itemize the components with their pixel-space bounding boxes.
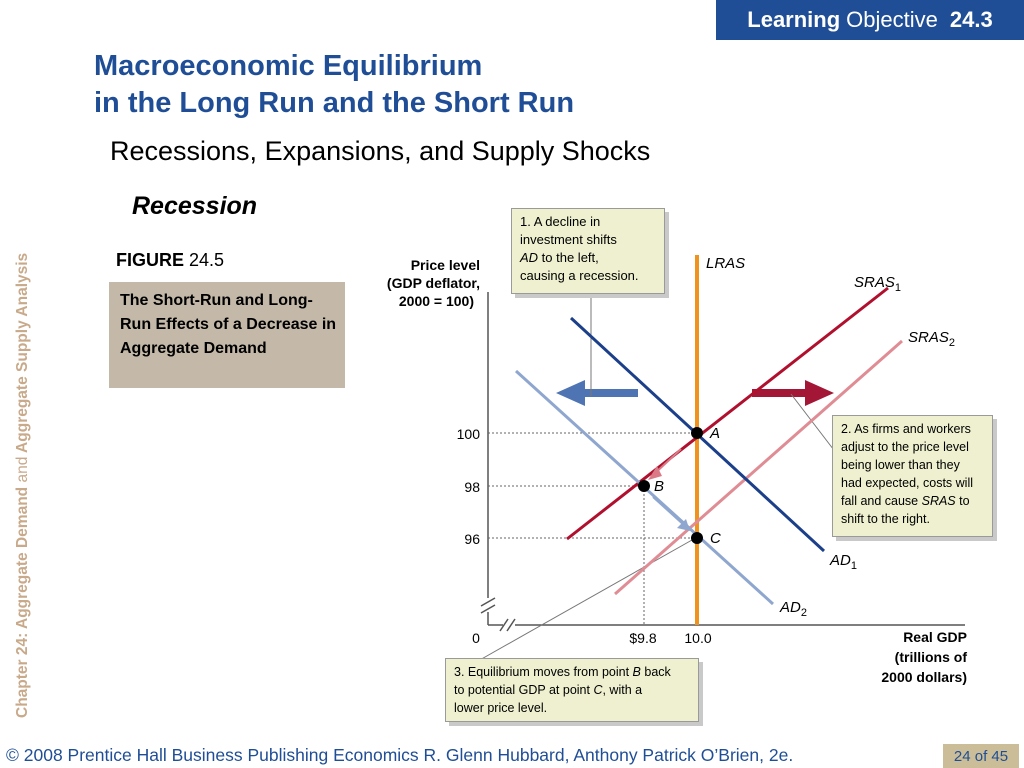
y-tick-100: 100 — [457, 426, 481, 442]
ad-shift-arrow — [556, 380, 638, 406]
x-axis-label-1: Real GDP — [903, 629, 967, 645]
x-tick-9-8: $9.8 — [629, 630, 656, 646]
point-c-label: C — [710, 530, 721, 547]
y-axis-label-3: 2000 = 100) — [399, 293, 474, 309]
label-ad1-sub: 1 — [851, 560, 857, 572]
x-axis-break — [499, 618, 509, 632]
badge-number: 24.3 — [949, 7, 993, 32]
curve-sras2 — [614, 339, 903, 596]
callout1-line1: 1. A decline in — [520, 214, 601, 229]
callout2-line5-c: to — [955, 494, 970, 508]
callout3-line1-a: 3. Equilibrium moves from point — [454, 665, 633, 679]
y-axis-break-2 — [480, 604, 496, 614]
move-b-to-c-head — [677, 519, 690, 531]
callout3-line2: to potential GDP at point C, with a — [454, 681, 690, 699]
callout3-line3: lower price level. — [454, 701, 548, 715]
figure-label-word: FIGURE — [116, 250, 185, 270]
label-ad2-name: AD — [779, 599, 801, 616]
y-tick-96: 96 — [464, 531, 480, 547]
slide-title: Macroeconomic Equilibrium in the Long Ru… — [94, 48, 574, 122]
callout2-sras: SRAS — [921, 494, 956, 508]
callout1-line3: AD to the left, — [520, 249, 656, 267]
callout2-line5: fall and cause SRAS to — [841, 492, 984, 510]
learning-objective-badge: Learning Objective 24.3 — [716, 0, 1024, 40]
callout2-line2: adjust to the price level — [841, 440, 969, 454]
x-tick-10: 10.0 — [684, 630, 711, 646]
move-b-to-c — [652, 496, 686, 527]
label-sras2-sub: 2 — [949, 337, 955, 349]
callout1-line2: investment shifts — [520, 232, 617, 247]
point-a — [691, 427, 703, 439]
callout2-line6: shift to the right. — [841, 512, 930, 526]
callout2-line3: being lower than they — [841, 458, 960, 472]
callout3-line1: 3. Equilibrium moves from point B back — [454, 663, 690, 681]
callout-2: 2. As firms and workers adjust to the pr… — [832, 415, 993, 537]
point-b-label: B — [654, 478, 664, 495]
callout3-b: B — [632, 665, 641, 679]
y-axis-label-1: Price level — [411, 257, 480, 273]
label-ad1: AD1 — [829, 552, 857, 572]
callout-3: 3. Equilibrium moves from point B back t… — [445, 658, 699, 722]
callout3-line2-a: to potential GDP at point — [454, 683, 594, 697]
title-line2: in the Long Run and the Short Run — [94, 87, 575, 119]
label-sras1-sub: 1 — [895, 282, 901, 294]
y-axis-label-2: (GDP deflator, — [387, 275, 480, 291]
callout-1: 1. A decline in investment shifts AD to … — [511, 208, 665, 294]
callout2-leader — [790, 393, 841, 459]
callout3-c: C — [593, 683, 603, 697]
label-sras1-name: SRAS — [854, 274, 895, 291]
sras-shift-arrow — [752, 380, 834, 406]
callout2-line5-a: fall and cause — [841, 494, 922, 508]
x-axis-break-2 — [506, 618, 516, 632]
title-line1: Macroeconomic Equilibrium — [94, 50, 483, 82]
origin-label: 0 — [472, 630, 480, 646]
figure-number: 24.5 — [189, 250, 225, 270]
point-a-label: A — [709, 425, 720, 442]
section-heading: Recession — [132, 192, 258, 220]
label-ad1-name: AD — [829, 552, 851, 569]
figure-label: FIGURE 24.5 — [116, 250, 224, 271]
callout2-line1: 2. As firms and workers — [841, 422, 971, 436]
callout2-line4: had expected, costs will — [841, 476, 974, 490]
figure-caption: The Short-Run and Long-Run Effects of a … — [109, 282, 345, 388]
y-tick-98: 98 — [464, 479, 480, 495]
page-number: 24 of 45 — [943, 744, 1019, 768]
slide-subtitle: Recessions, Expansions, and Supply Shock… — [110, 136, 651, 166]
callout1-line3-rest: to the left, — [538, 250, 599, 265]
label-sras2-name: SRAS — [908, 329, 949, 346]
callout1-ad: AD — [520, 250, 539, 265]
label-sras1: SRAS1 — [854, 274, 901, 294]
callout1-line4: causing a recession. — [520, 268, 639, 283]
badge-bold: Learning — [747, 7, 841, 32]
callout3-line2-c: , with a — [602, 683, 643, 697]
point-c — [691, 532, 703, 544]
label-ad2: AD2 — [779, 599, 807, 619]
point-b — [638, 480, 650, 492]
x-axis-label-2: (trillions of — [895, 649, 968, 665]
label-ad2-sub: 2 — [801, 607, 807, 619]
move-a-to-b-head — [648, 466, 662, 480]
y-axis-break — [480, 597, 496, 607]
label-lras: LRAS — [706, 255, 745, 272]
label-sras2: SRAS2 — [908, 329, 955, 349]
badge-rest: Objective — [846, 7, 938, 32]
x-axis-label-3: 2000 dollars) — [881, 669, 967, 685]
callout3-leader — [477, 539, 693, 662]
footer-credit: © 2008 Prentice Hall Business Publishing… — [6, 745, 794, 765]
curve-sras1 — [566, 286, 889, 541]
callout3-line1-c: back — [640, 665, 671, 679]
